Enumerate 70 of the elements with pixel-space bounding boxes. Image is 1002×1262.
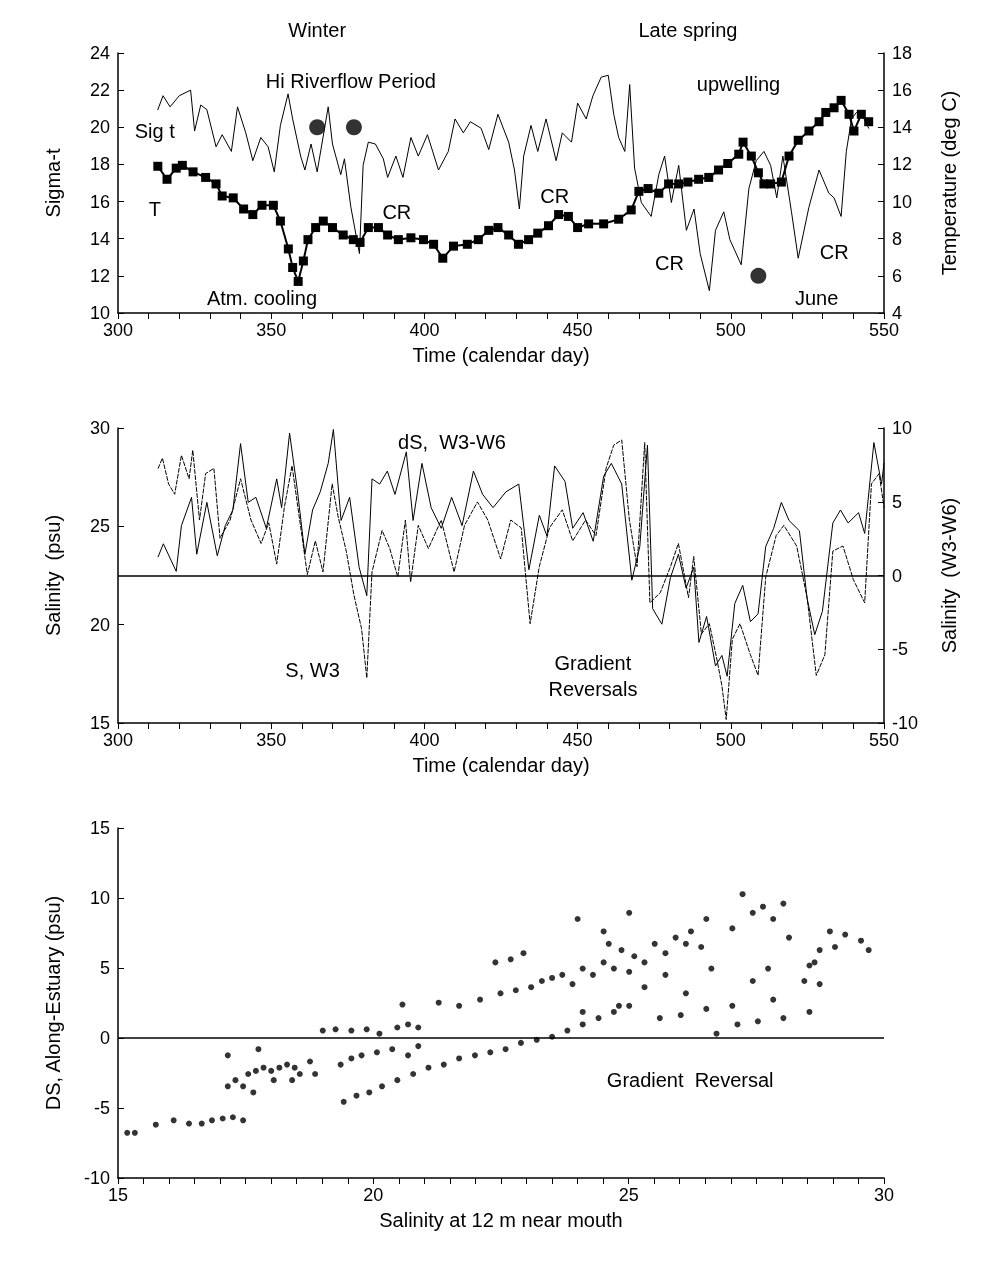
y2-tick-label: 6: [892, 265, 903, 286]
y-axis-title: Sigma-t: [42, 148, 64, 218]
x-tick-label: 550: [868, 320, 900, 340]
x-tick-label: 500: [715, 730, 746, 750]
x-tick-label: 350: [256, 320, 287, 340]
annotation: Gradient Reversals: [548, 651, 638, 700]
x-tick-label: 450: [562, 730, 593, 750]
y2-tick-label: 4: [892, 303, 903, 323]
annotation: CR: [382, 200, 412, 223]
x-tick-label: 350: [256, 730, 287, 750]
y-tick-label: -5: [93, 1098, 110, 1118]
x-tick-label: 300: [102, 730, 134, 750]
y-tick-label: 0: [99, 1028, 110, 1048]
annotation: CR: [819, 240, 849, 263]
x-tick-label: 30: [873, 1185, 895, 1205]
x-axis-title: Salinity at 12 m near mouth: [379, 1209, 623, 1231]
y-tick-label: 25: [89, 516, 110, 537]
annotation: Sig t: [134, 120, 176, 142]
y2-tick-label: 10: [892, 191, 913, 212]
y-tick-label: 5: [99, 958, 110, 978]
y-axis-title: Salinity (psu): [42, 514, 64, 637]
x-axis-title: Time (calendar day): [412, 344, 590, 366]
y-tick-label: 20: [89, 117, 110, 138]
annotation: CR: [540, 185, 570, 207]
annotation: dS, W3-W6: [398, 430, 506, 453]
y-tick-label: 18: [89, 154, 110, 175]
y-tick-label: 15: [89, 713, 110, 733]
annotation: Hi Riverflow Period: [265, 69, 436, 92]
x-tick-label: 300: [102, 320, 134, 340]
x-tick-label: 500: [715, 320, 746, 340]
y2-tick-label: 12: [892, 154, 913, 175]
y-tick-label: 16: [89, 191, 110, 212]
annotation: T: [148, 198, 161, 220]
y-tick-label: 30: [89, 418, 110, 438]
y-tick-label: 10: [89, 303, 110, 323]
annotation: S, W3: [285, 658, 340, 681]
y2-tick-label: 8: [892, 228, 903, 249]
annotation: CR: [655, 251, 684, 274]
y-tick-label: -10: [83, 1168, 110, 1188]
text: Late spring: [638, 18, 738, 41]
y2-axis-title: Salinity (W3-W6): [938, 497, 960, 654]
annotation: Gradient Reversal: [606, 1069, 774, 1091]
x-tick-label: 400: [409, 320, 440, 340]
y-tick-label: 22: [89, 80, 110, 101]
y-axis-title: DS, Along-Estuary (psu): [42, 895, 64, 1111]
annotation: upwelling: [696, 73, 781, 96]
x-tick-label: 20: [363, 1185, 384, 1205]
y2-tick-label: -10: [892, 713, 919, 733]
annotation: Atm. cooling: [206, 287, 318, 310]
y-tick-label: 24: [89, 43, 110, 63]
x-tick-label: 400: [409, 730, 440, 750]
y2-tick-label: 18: [892, 43, 913, 63]
y-tick-label: 15: [89, 818, 110, 838]
y2-tick-label: 0: [892, 565, 903, 586]
annotation: June: [794, 287, 839, 310]
x-tick-label: 25: [618, 1185, 639, 1205]
y2-tick-label: 14: [892, 117, 913, 138]
x-tick-label: 550: [868, 730, 900, 750]
y2-axis-title: Temperature (deg C): [938, 90, 960, 276]
x-axis-title: Time (calendar day): [412, 754, 590, 776]
x-tick-label: 450: [562, 320, 593, 340]
y-tick-label: 12: [89, 265, 110, 286]
y2-tick-label: 10: [892, 418, 913, 438]
y-tick-label: 20: [89, 614, 110, 635]
text: Winter: [288, 18, 347, 41]
y2-tick-label: 16: [892, 80, 913, 101]
y-tick-label: 14: [89, 228, 110, 249]
y2-tick-label: 5: [892, 491, 903, 512]
y2-tick-label: -5: [892, 639, 909, 660]
y-tick-label: 10: [89, 888, 110, 908]
